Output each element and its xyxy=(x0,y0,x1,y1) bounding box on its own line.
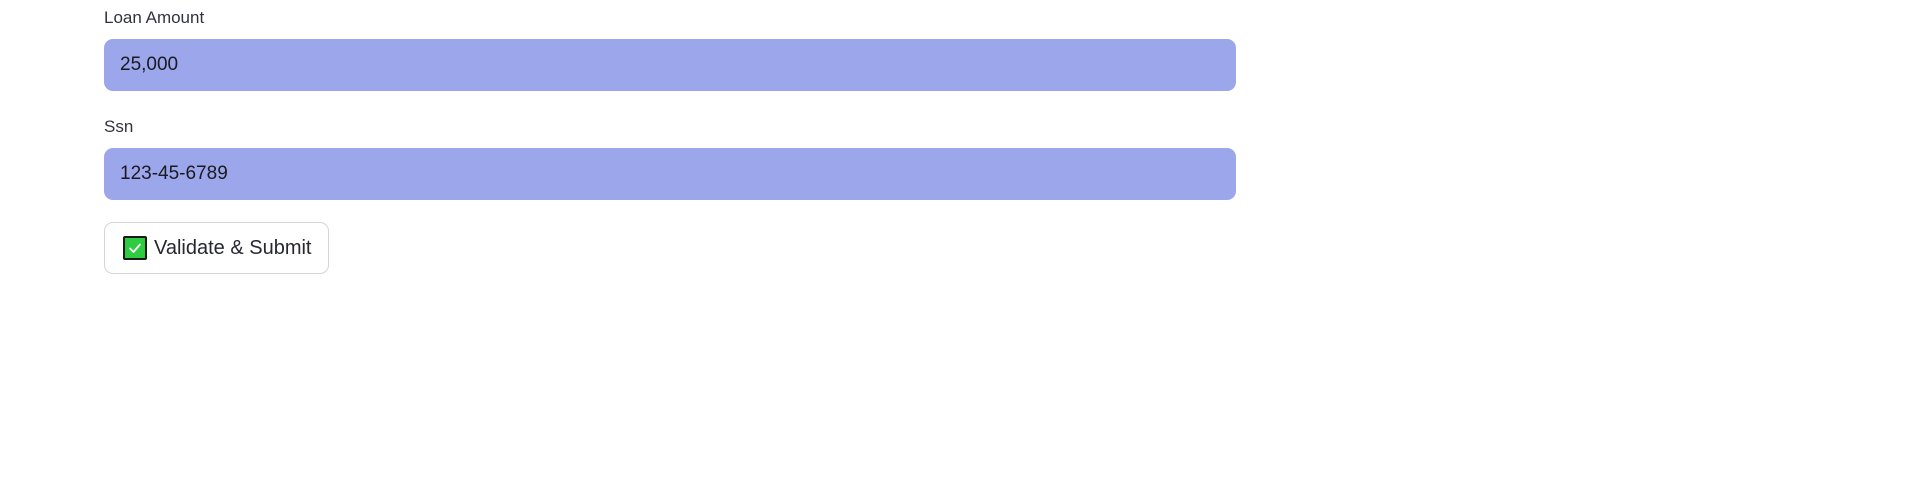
ssn-label: Ssn xyxy=(104,117,134,136)
loan-amount-input[interactable] xyxy=(104,39,1236,91)
check-box-icon xyxy=(123,236,147,260)
ssn-input[interactable] xyxy=(104,148,1236,200)
validate-submit-button[interactable]: Validate & Submit xyxy=(104,222,329,274)
loan-amount-label: Loan Amount xyxy=(104,8,205,27)
submit-button-label: Validate & Submit xyxy=(154,237,312,259)
